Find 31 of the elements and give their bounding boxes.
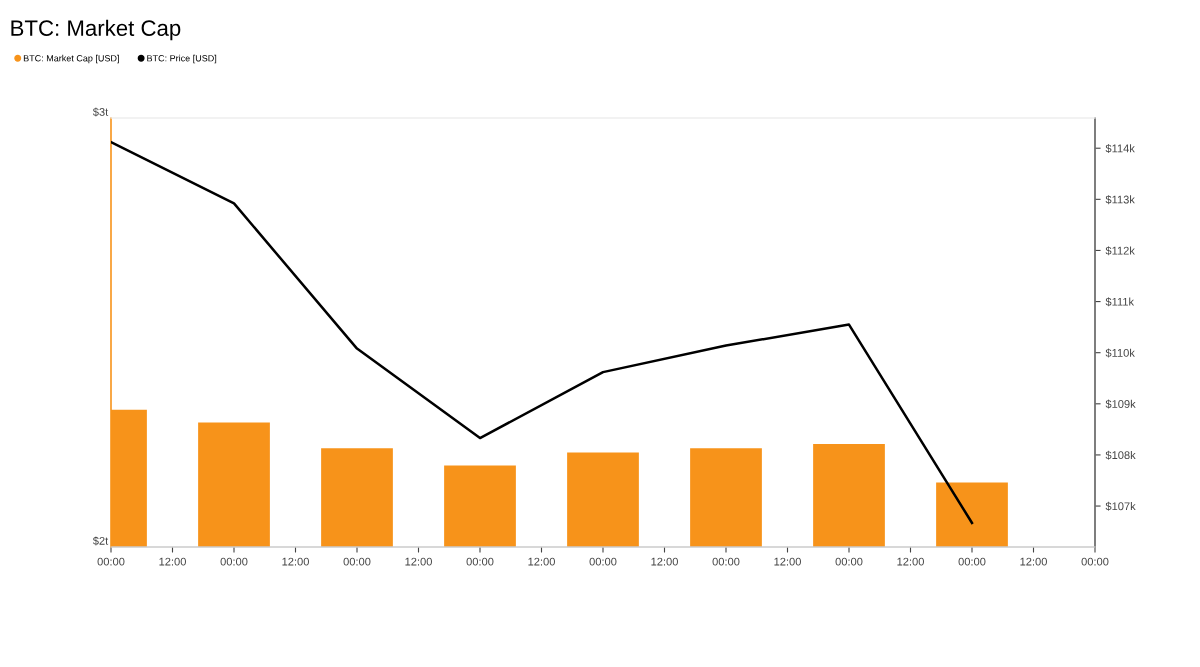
legend-label: BTC: Market Cap [USD] bbox=[23, 54, 119, 64]
x-tick-label: 00:00 bbox=[343, 557, 371, 566]
x-tick-label: 00:00 bbox=[835, 557, 863, 566]
legend-label: BTC: Price [USD] bbox=[147, 54, 217, 64]
x-tick-label: 12:00 bbox=[405, 557, 432, 566]
x-tick-label: 12:00 bbox=[897, 557, 924, 566]
y2-tick-label: $108k bbox=[1105, 450, 1136, 460]
x-tick-label: 00:00 bbox=[589, 557, 617, 566]
y2-tick-label: $112k bbox=[1105, 246, 1135, 256]
y2-tick-label: $114k bbox=[1105, 144, 1135, 154]
x-tick-label: 12:00 bbox=[1020, 557, 1047, 566]
line-series bbox=[111, 140, 974, 525]
y-tick-label: $2t bbox=[92, 536, 109, 546]
x-tick-label: 00:00 bbox=[712, 557, 740, 566]
x-tick-label: 00:00 bbox=[466, 557, 494, 566]
x-tick-label: 00:00 bbox=[97, 557, 125, 566]
x-tick-label: 00:00 bbox=[1081, 557, 1109, 566]
y2-tick-label: $109k bbox=[1105, 399, 1136, 409]
x-tick-label: 12:00 bbox=[282, 557, 309, 566]
y2-tick-label: $111k bbox=[1105, 297, 1135, 307]
x-tick-label: 00:00 bbox=[220, 557, 248, 566]
x-tick-label: 12:00 bbox=[159, 557, 186, 566]
y-tick-label: $3t bbox=[92, 107, 109, 117]
y2-tick-label: $110k bbox=[1105, 348, 1135, 358]
y2-tick-label: $107k bbox=[1105, 501, 1136, 511]
x-tick-label: 12:00 bbox=[651, 557, 678, 566]
x-tick-label: 00:00 bbox=[958, 557, 986, 566]
chart-title: BTC: Market Cap bbox=[11, 19, 181, 41]
y2-tick-label: $113k bbox=[1105, 195, 1135, 205]
x-tick-label: 12:00 bbox=[774, 557, 801, 566]
x-tick-label: 12:00 bbox=[528, 557, 555, 566]
